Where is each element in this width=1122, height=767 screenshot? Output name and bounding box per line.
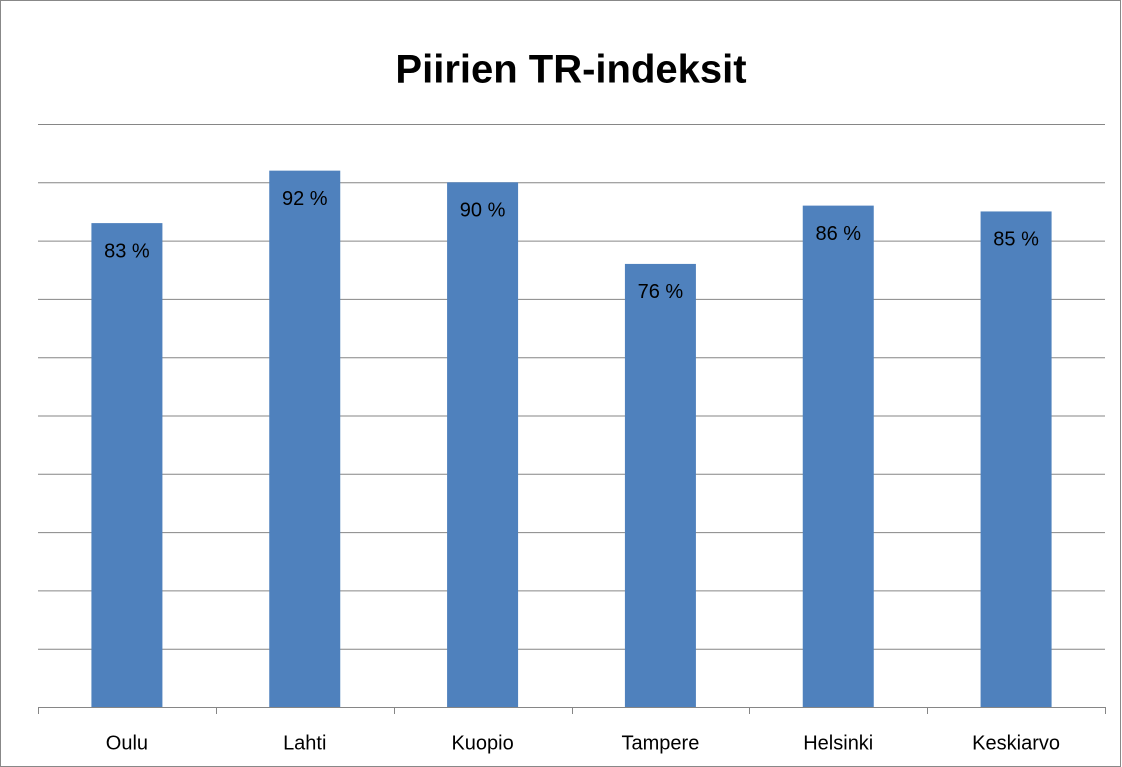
x-tick-label: Keskiarvo (972, 732, 1060, 754)
bar (269, 170, 341, 707)
data-label: 83 % (104, 240, 150, 262)
data-label: 85 % (993, 229, 1039, 251)
bar (447, 182, 519, 708)
x-tick-label: Tampere (622, 732, 700, 754)
x-tick-label: Kuopio (451, 732, 513, 754)
data-label: 92 % (282, 188, 328, 210)
bar (980, 211, 1052, 707)
data-label: 76 % (638, 281, 684, 303)
chart-title: Piirien TR-indeksit (395, 48, 746, 92)
x-tick-label: Oulu (106, 732, 148, 754)
x-tick-label: Lahti (283, 732, 326, 754)
bar (624, 263, 696, 707)
x-tick-label: Helsinki (803, 732, 873, 754)
data-label: 90 % (460, 200, 506, 222)
bar (91, 223, 163, 708)
bar (802, 205, 874, 707)
data-label: 86 % (815, 223, 861, 245)
